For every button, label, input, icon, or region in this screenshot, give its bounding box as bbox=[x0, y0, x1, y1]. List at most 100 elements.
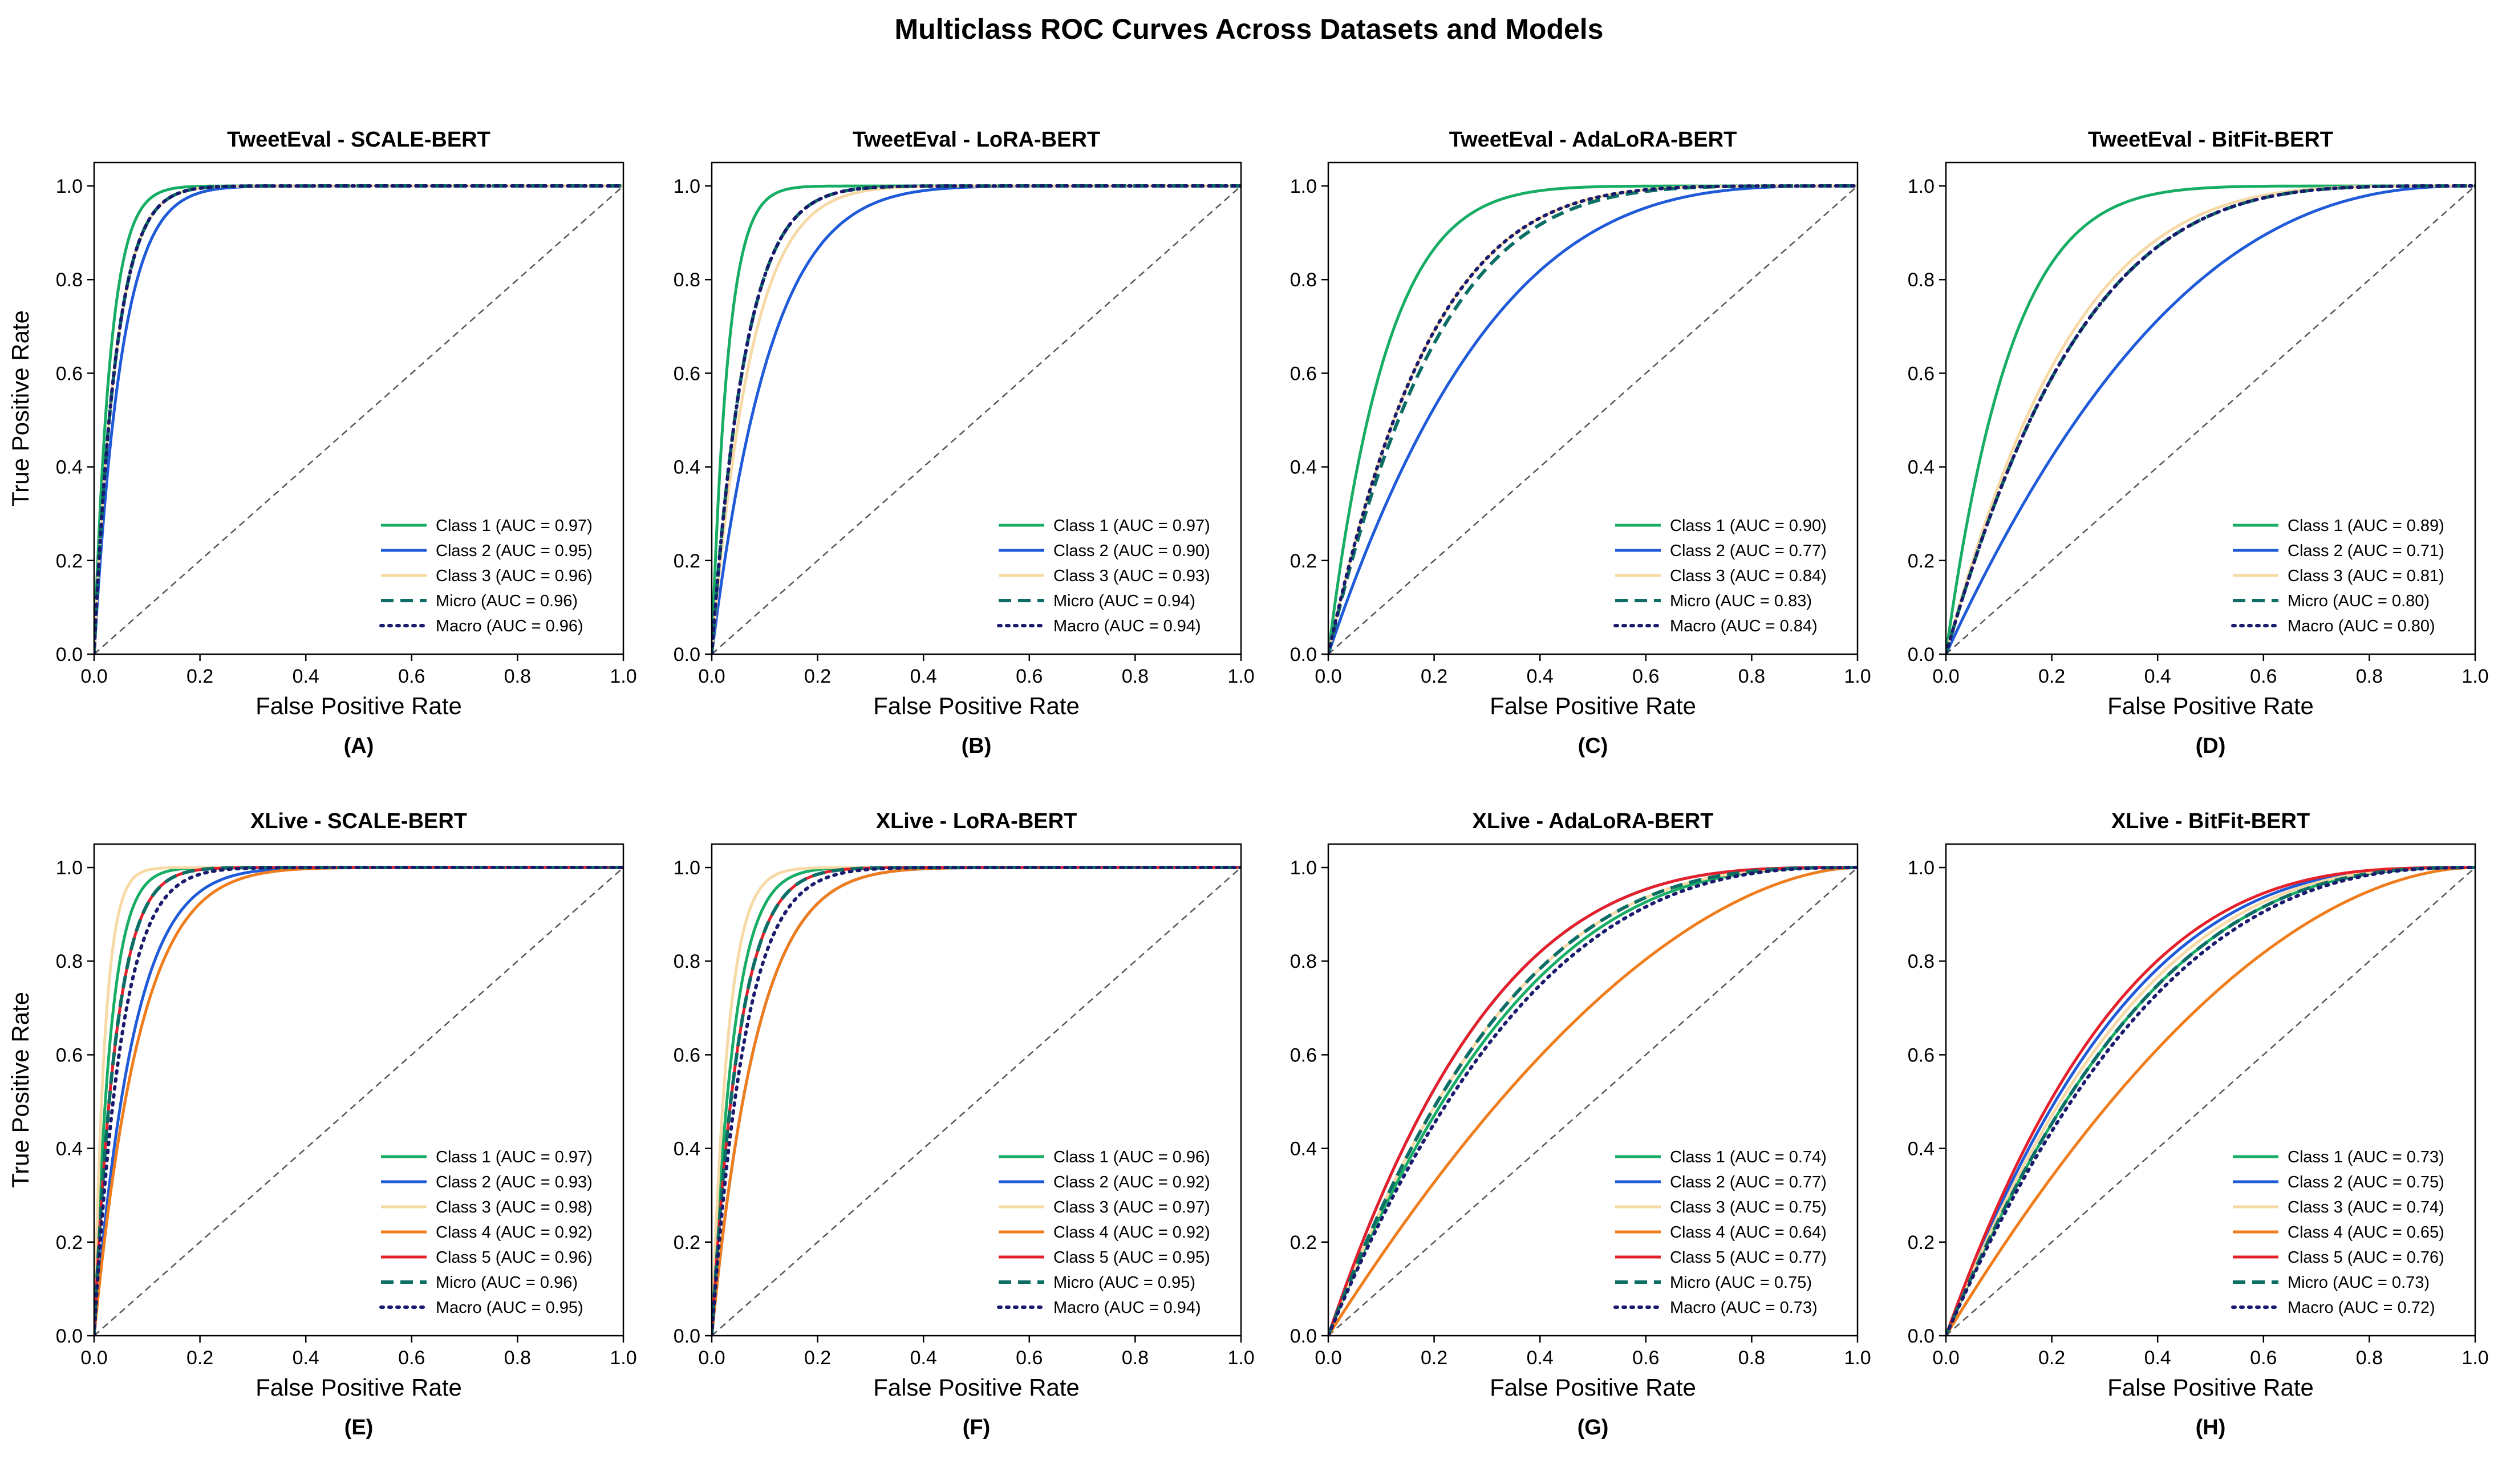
legend-entry: Class 1 (AUC = 0.90) bbox=[1670, 517, 1827, 535]
legend-entry: Class 3 (AUC = 0.81) bbox=[2288, 567, 2444, 585]
x-axis-label: False Positive Rate bbox=[1490, 1374, 1696, 1401]
x-tick-label: 0.2 bbox=[804, 666, 831, 687]
chance-line bbox=[1328, 867, 1858, 1336]
chance-line bbox=[712, 867, 1241, 1336]
curves bbox=[1946, 184, 2475, 654]
y-tick-label: 1.0 bbox=[1908, 176, 1935, 197]
panel-title: TweetEval - SCALE-BERT bbox=[227, 128, 490, 152]
legend: Class 1 (AUC = 0.97) Class 2 (AUC = 0.93)… bbox=[379, 1148, 593, 1317]
roc-panel-d: TweetEval - BitFit-BERT 0.0 0.2 0.4 0.6 0.8 1.… bbox=[1908, 128, 2489, 758]
y-tick-label: 0.4 bbox=[1908, 457, 1935, 479]
legend: Class 1 (AUC = 0.74) Class 2 (AUC = 0.77)… bbox=[1613, 1148, 1827, 1317]
legend-entry: Macro (AUC = 0.94) bbox=[1053, 617, 1201, 635]
axes-frame bbox=[1945, 843, 2476, 1337]
curves bbox=[712, 184, 1241, 654]
legend-entry: Class 2 (AUC = 0.75) bbox=[2288, 1173, 2444, 1191]
y-tick-label: 0.4 bbox=[674, 457, 700, 479]
legend: Class 1 (AUC = 0.97) Class 2 (AUC = 0.90)… bbox=[997, 517, 1210, 635]
panel-label: (F) bbox=[963, 1416, 991, 1440]
x-tick-label: 0.0 bbox=[1315, 666, 1341, 687]
x-tick-label: 0.6 bbox=[1016, 666, 1043, 687]
y-tick-label: 0.4 bbox=[56, 457, 83, 479]
y-tick-label: 0.8 bbox=[1290, 951, 1317, 972]
x-tick-label: 0.0 bbox=[80, 1347, 107, 1369]
y-tick-label: 0.4 bbox=[1290, 1138, 1317, 1160]
x-tick-label: 0.0 bbox=[80, 666, 107, 687]
y-tick-label: 0.2 bbox=[56, 1232, 83, 1254]
y-axis-label: True Positive Rate bbox=[7, 992, 34, 1188]
roc-curve-macro bbox=[1328, 866, 1858, 1336]
legend-entry: Micro (AUC = 0.75) bbox=[1670, 1274, 1812, 1292]
y-tick-label: 0.0 bbox=[674, 644, 700, 666]
axes-frame bbox=[711, 161, 1242, 655]
y-tick-label: 1.0 bbox=[1290, 176, 1317, 197]
chance-line bbox=[1946, 185, 2475, 654]
axes-frame bbox=[711, 843, 1242, 1337]
legend-entry: Class 3 (AUC = 0.93) bbox=[1053, 567, 1210, 585]
axes-frame bbox=[1327, 161, 1859, 655]
x-tick-label: 0.4 bbox=[1527, 1347, 1554, 1369]
x-axis-label: False Positive Rate bbox=[1490, 692, 1696, 719]
legend-entry: Class 2 (AUC = 0.92) bbox=[1053, 1173, 1210, 1191]
roc-curve-macro bbox=[94, 866, 623, 1336]
x-tick-label: 0.4 bbox=[910, 666, 937, 687]
roc-curve-macro bbox=[94, 184, 623, 654]
roc-curve-class-1 bbox=[1946, 184, 2475, 654]
panel-title: XLive - SCALE-BERT bbox=[250, 809, 467, 833]
x-axis-label: False Positive Rate bbox=[873, 1374, 1080, 1401]
legend: Class 1 (AUC = 0.90) Class 2 (AUC = 0.77)… bbox=[1613, 517, 1827, 635]
y-tick-label: 0.0 bbox=[1908, 644, 1935, 666]
legend-entry: Class 1 (AUC = 0.97) bbox=[436, 1148, 593, 1166]
x-tick-label: 1.0 bbox=[1844, 666, 1871, 687]
x-axis-label: False Positive Rate bbox=[256, 1374, 462, 1401]
roc-curve-macro bbox=[1946, 866, 2475, 1336]
x-tick-label: 1.0 bbox=[2461, 666, 2488, 687]
y-tick-label: 0.2 bbox=[56, 550, 83, 572]
chance-line bbox=[712, 185, 1241, 654]
legend: Class 1 (AUC = 0.73) Class 2 (AUC = 0.75)… bbox=[2231, 1148, 2444, 1317]
y-tick-label: 0.6 bbox=[1908, 363, 1935, 384]
roc-panel-f: XLive - LoRA-BERT 0.0 0.2 0.4 0.6 0.8 1.0 0.0 0.… bbox=[674, 809, 1255, 1440]
legend-entry: Class 5 (AUC = 0.76) bbox=[2288, 1248, 2444, 1267]
panel-title: TweetEval - BitFit-BERT bbox=[2088, 128, 2333, 152]
y-tick-label: 0.8 bbox=[1290, 269, 1317, 291]
y-tick-label: 0.2 bbox=[1290, 1232, 1317, 1254]
roc-panel-b: TweetEval - LoRA-BERT 0.0 0.2 0.4 0.6 0.8 1.0 0… bbox=[674, 128, 1255, 758]
roc-panel-c: TweetEval - AdaLoRA-BERT 0.0 0.2 0.4 0.6 0.8 1… bbox=[1290, 128, 1871, 758]
roc-curve-micro bbox=[94, 866, 623, 1336]
panel-title: XLive - LoRA-BERT bbox=[876, 809, 1077, 833]
x-tick-label: 0.6 bbox=[2250, 666, 2277, 687]
x-axis-label: False Positive Rate bbox=[2107, 1374, 2314, 1401]
y-tick-label: 0.8 bbox=[674, 951, 700, 972]
x-tick-label: 0.8 bbox=[2356, 1347, 2383, 1369]
legend: Class 1 (AUC = 0.89) Class 2 (AUC = 0.71)… bbox=[2231, 517, 2444, 635]
x-tick-label: 0.8 bbox=[504, 1347, 531, 1369]
legend-entry: Class 1 (AUC = 0.74) bbox=[1670, 1148, 1827, 1166]
legend-entry: Class 5 (AUC = 0.77) bbox=[1670, 1248, 1827, 1267]
y-tick-label: 0.8 bbox=[674, 269, 700, 291]
legend-entry: Class 2 (AUC = 0.93) bbox=[436, 1173, 593, 1191]
legend-entry: Micro (AUC = 0.80) bbox=[2288, 592, 2430, 610]
roc-panel-h: XLive - BitFit-BERT 0.0 0.2 0.4 0.6 0.8 1.0 0.0… bbox=[1908, 809, 2489, 1440]
legend-entry: Micro (AUC = 0.95) bbox=[1053, 1274, 1195, 1292]
panel-label: (C) bbox=[1578, 734, 1608, 758]
curves bbox=[1328, 184, 1858, 654]
x-axis-label: False Positive Rate bbox=[2107, 692, 2314, 719]
legend-entry: Class 2 (AUC = 0.77) bbox=[1670, 1173, 1827, 1191]
panel-label: (E) bbox=[344, 1416, 374, 1440]
x-tick-label: 0.6 bbox=[1632, 1347, 1659, 1369]
curves bbox=[1946, 866, 2475, 1336]
y-tick-label: 0.0 bbox=[1908, 1325, 1935, 1347]
x-tick-label: 0.0 bbox=[1315, 1347, 1341, 1369]
panel-title: XLive - AdaLoRA-BERT bbox=[1473, 809, 1714, 833]
x-tick-label: 0.2 bbox=[804, 1347, 831, 1369]
x-tick-label: 0.4 bbox=[910, 1347, 937, 1369]
y-tick-label: 0.4 bbox=[56, 1138, 83, 1160]
y-tick-label: 0.6 bbox=[56, 363, 83, 384]
y-tick-label: 0.8 bbox=[1908, 269, 1935, 291]
y-tick-label: 0.8 bbox=[56, 269, 83, 291]
x-tick-label: 0.8 bbox=[1122, 666, 1149, 687]
x-tick-label: 0.0 bbox=[698, 1347, 725, 1369]
y-tick-label: 1.0 bbox=[674, 176, 700, 197]
roc-curve-class-2 bbox=[1946, 184, 2475, 654]
